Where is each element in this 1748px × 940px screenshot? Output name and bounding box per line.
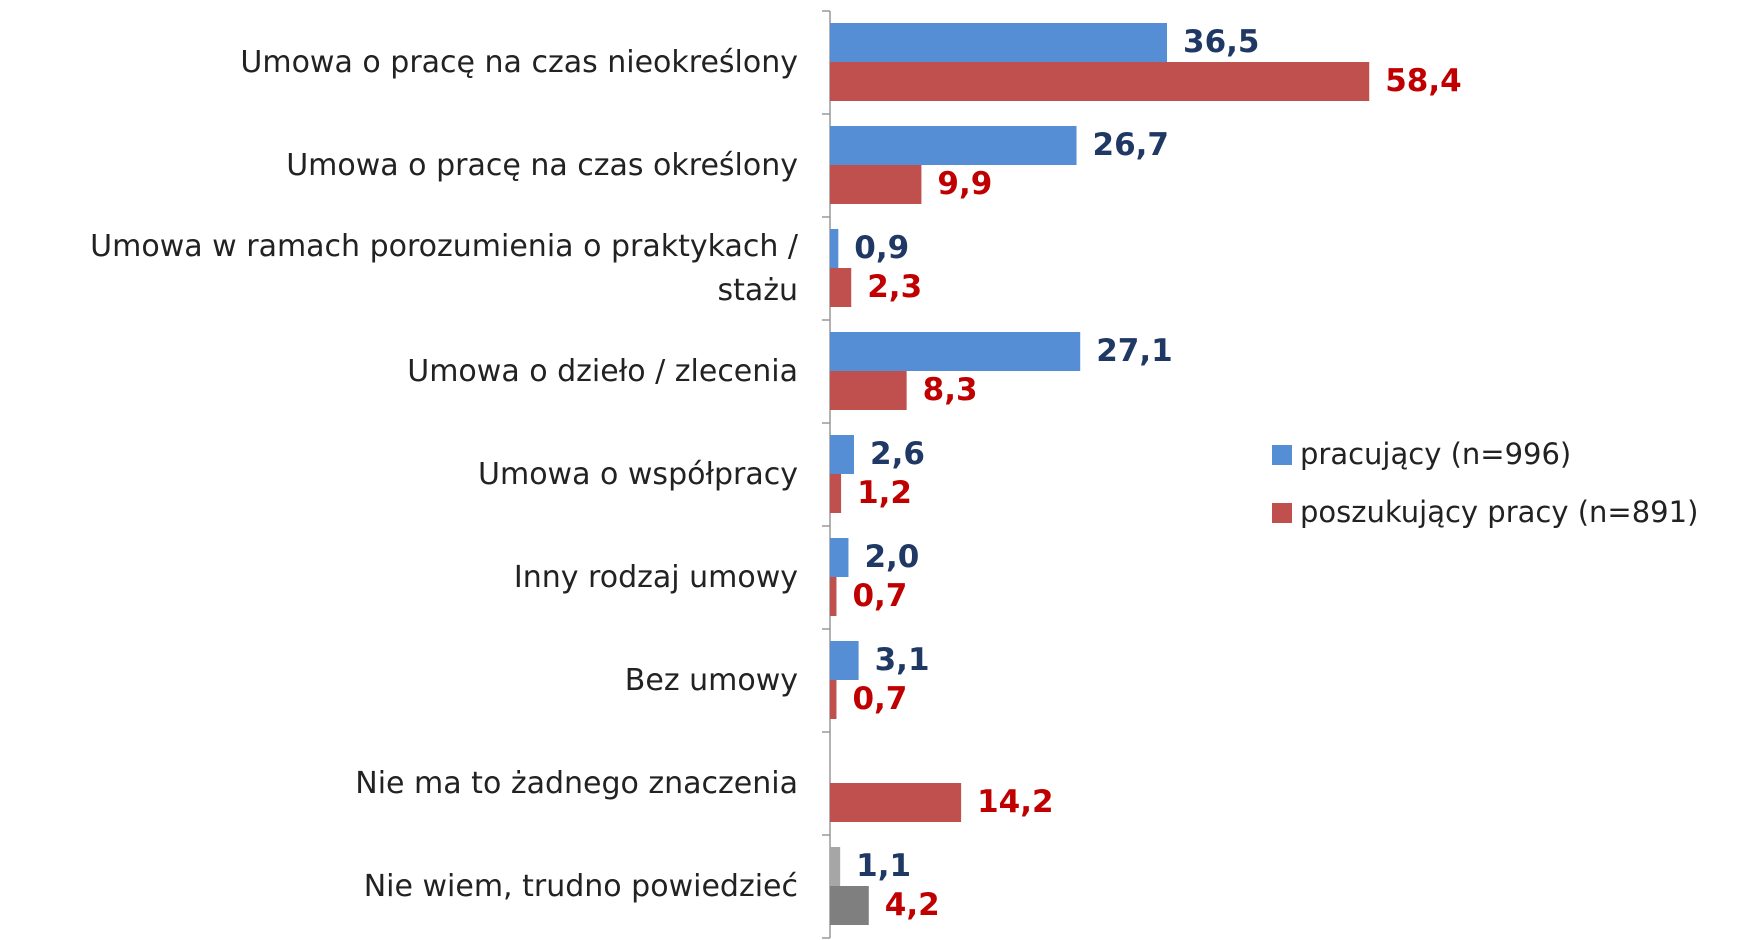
legend-label: pracujący (n=996) bbox=[1300, 437, 1571, 471]
category-label: Umowa o pracę na czas określony bbox=[286, 147, 798, 183]
bar bbox=[830, 165, 922, 204]
category-label: Umowa w ramach porozumienia o praktykach… bbox=[90, 228, 798, 308]
bar bbox=[830, 23, 1168, 62]
value-label: 9,9 bbox=[937, 166, 992, 202]
value-label: 4,2 bbox=[885, 887, 940, 923]
value-label: 2,6 bbox=[870, 436, 925, 472]
category-label: Inny rodzaj umowy bbox=[513, 559, 798, 595]
value-label: 3,1 bbox=[875, 642, 930, 678]
legend-swatch bbox=[1272, 445, 1292, 465]
bar bbox=[830, 371, 907, 410]
bar bbox=[830, 474, 842, 513]
value-label: 14,2 bbox=[977, 784, 1053, 820]
value-label: 1,2 bbox=[857, 475, 912, 511]
bar bbox=[830, 229, 839, 268]
bar bbox=[830, 680, 837, 719]
value-label: 1,1 bbox=[856, 848, 911, 884]
bar bbox=[830, 538, 849, 577]
value-label: 0,7 bbox=[852, 681, 907, 717]
bar bbox=[830, 62, 1370, 101]
bar bbox=[830, 126, 1077, 165]
bar bbox=[830, 268, 852, 307]
value-label: 2,3 bbox=[867, 269, 922, 305]
bar bbox=[830, 886, 869, 925]
legend-label: poszukujący pracy (n=891) bbox=[1300, 495, 1698, 529]
category-label: Umowa o pracę na czas nieokreślony bbox=[240, 44, 798, 80]
value-label: 2,0 bbox=[864, 539, 919, 575]
value-label: 36,5 bbox=[1183, 24, 1260, 60]
bar bbox=[830, 435, 855, 474]
value-label: 58,4 bbox=[1385, 63, 1462, 99]
value-label: 0,7 bbox=[852, 578, 907, 614]
value-label: 26,7 bbox=[1093, 127, 1170, 163]
bar bbox=[830, 847, 841, 886]
value-label: 8,3 bbox=[923, 372, 978, 408]
bar bbox=[830, 577, 837, 616]
category-label: Umowa o dzieło / zlecenia bbox=[407, 353, 798, 389]
category-label: Nie wiem, trudno powiedzieć bbox=[363, 868, 798, 904]
category-label: Bez umowy bbox=[624, 662, 798, 698]
value-label: 0,9 bbox=[854, 230, 909, 266]
bar bbox=[830, 641, 859, 680]
category-label: Nie ma to żadnego znaczenia bbox=[355, 765, 798, 801]
category-label: Umowa o współpracy bbox=[478, 456, 798, 492]
value-label: 27,1 bbox=[1096, 333, 1173, 369]
bar bbox=[830, 332, 1081, 371]
legend-swatch bbox=[1272, 503, 1292, 523]
bar bbox=[830, 783, 962, 822]
